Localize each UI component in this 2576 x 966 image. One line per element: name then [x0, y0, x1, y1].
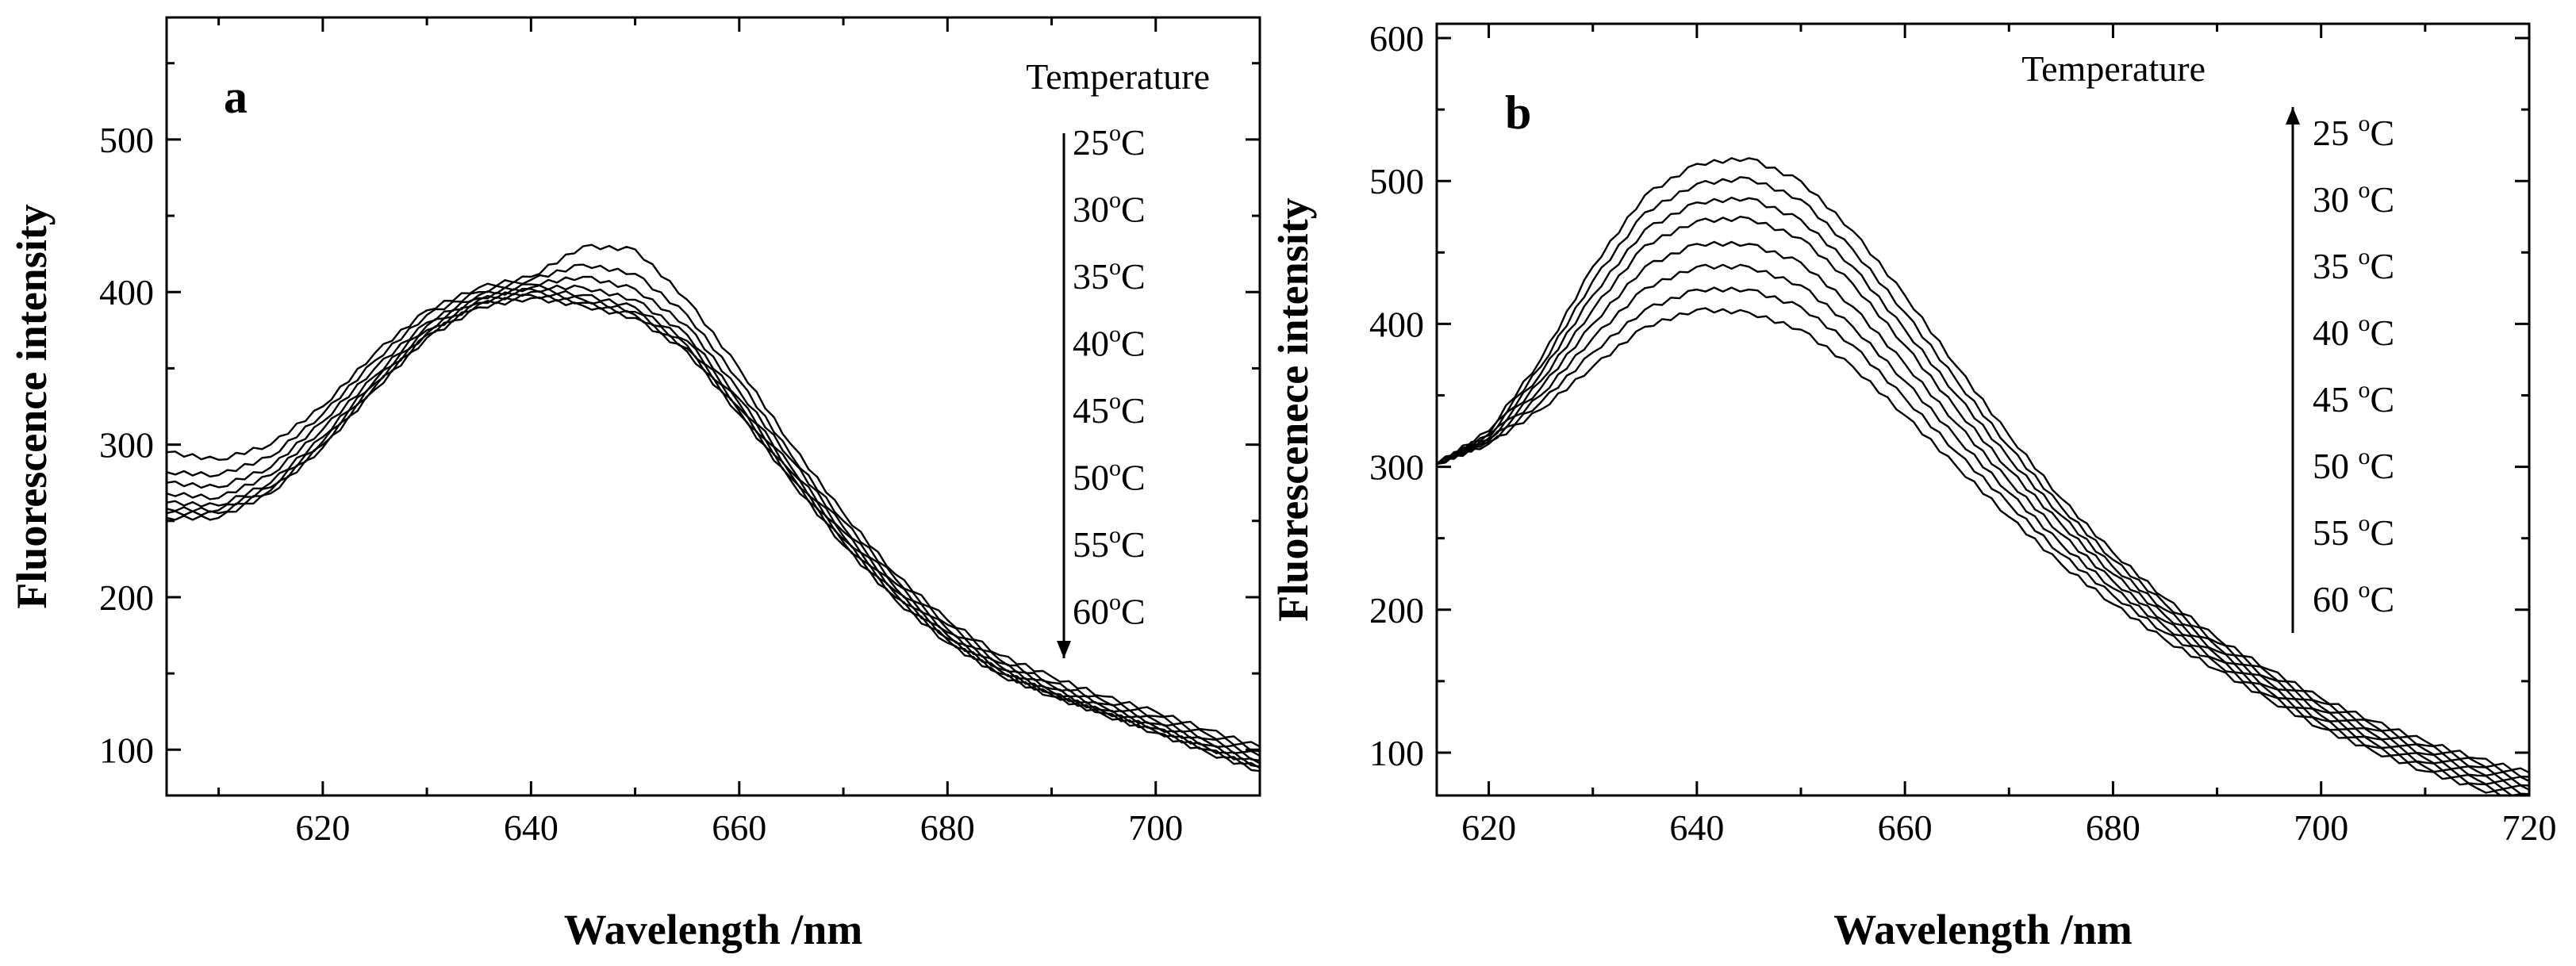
panel-label: a — [224, 71, 248, 123]
panel-b: 620 640 660 680 700 720 100 200 300 400 500 600 Wave… — [1269, 18, 2557, 953]
legend-entry: 25 oC — [2313, 110, 2394, 153]
x-tick-label: 640 — [1669, 807, 1724, 848]
y-tick-label: 500 — [99, 120, 154, 160]
legend-entry: 45oC — [1073, 388, 1146, 431]
y-tick-label: 400 — [99, 272, 154, 312]
y-tick-label: 300 — [99, 425, 154, 466]
legend-entry: 60oC — [1073, 589, 1146, 632]
series-line-25oC — [167, 243, 1260, 748]
legend-entry: 30oC — [1073, 187, 1146, 230]
y-tick-label: 500 — [1369, 161, 1424, 201]
legend-entry: 55 oC — [2313, 510, 2394, 553]
y-tick-label: 100 — [99, 730, 154, 770]
y-tick-label: 200 — [1369, 590, 1424, 631]
legend-entry: 45 oC — [2313, 377, 2394, 420]
series-line-60oC — [1437, 307, 2513, 795]
series-line-30oC — [1437, 176, 2529, 778]
plot-frame — [165, 16, 1261, 797]
legend-title: Temperature — [1026, 56, 1210, 97]
series-group — [1437, 157, 2529, 795]
series-group — [167, 243, 1260, 772]
legend-entry: 50 oC — [2313, 443, 2394, 486]
legend-entry: 55oC — [1073, 522, 1146, 565]
series-line-40oC — [167, 284, 1260, 761]
legend-entry: 35 oC — [2313, 243, 2394, 286]
legend-entry: 40oC — [1073, 321, 1146, 364]
x-tick-label: 700 — [1128, 807, 1183, 848]
series-line-40oC — [1437, 216, 2529, 787]
legend-arrow-head-icon — [2286, 107, 2300, 125]
y-axis-title: Fluorescence intensity — [8, 204, 56, 608]
x-tick-label: 620 — [1461, 807, 1516, 848]
y-tick-label: 100 — [1369, 733, 1424, 773]
x-tick-label: 620 — [295, 807, 350, 848]
y-axis-title: Fluorescenece intensity — [1269, 197, 1317, 621]
x-axis-title: Wavelength /nm — [564, 906, 863, 953]
legend-entry: 25oC — [1073, 120, 1146, 163]
legend-entry: 60 oC — [2313, 577, 2394, 619]
x-tick-label: 680 — [2086, 807, 2140, 848]
y-tick-label: 200 — [99, 577, 154, 618]
x-tick-label: 720 — [2502, 807, 2557, 848]
legend-arrow-head-icon — [1057, 641, 1071, 658]
plot-frame — [1435, 22, 2531, 797]
x-tick-label: 680 — [920, 807, 975, 848]
x-tick-label: 660 — [712, 807, 766, 848]
legend-entry: 40 oC — [2313, 310, 2394, 353]
series-line-35oC — [1437, 196, 2529, 783]
x-tick-label: 660 — [1878, 807, 1933, 848]
legend-title: Temperature — [2021, 48, 2206, 89]
legend-entry: 50oC — [1073, 455, 1146, 498]
legend-entry: 30 oC — [2313, 177, 2394, 220]
panel-a: 620 640 660 680 700 100 200 300 400 500 Wavelength… — [8, 16, 1261, 953]
series-line-55oC — [1437, 286, 2526, 795]
panel-label: b — [1505, 86, 1531, 139]
y-tick-label: 400 — [1369, 304, 1424, 344]
x-tick-label: 700 — [2294, 807, 2348, 848]
y-tick-label: 300 — [1369, 447, 1424, 488]
y-tick-label: 600 — [1369, 18, 1424, 59]
x-axis-title: Wavelength /nm — [1833, 906, 2133, 953]
series-line-30oC — [167, 263, 1260, 753]
series-line-50oC — [1437, 263, 2529, 795]
legend-entry: 35oC — [1073, 254, 1146, 297]
x-tick-label: 640 — [504, 807, 559, 848]
series-line-60oC — [167, 296, 1260, 772]
